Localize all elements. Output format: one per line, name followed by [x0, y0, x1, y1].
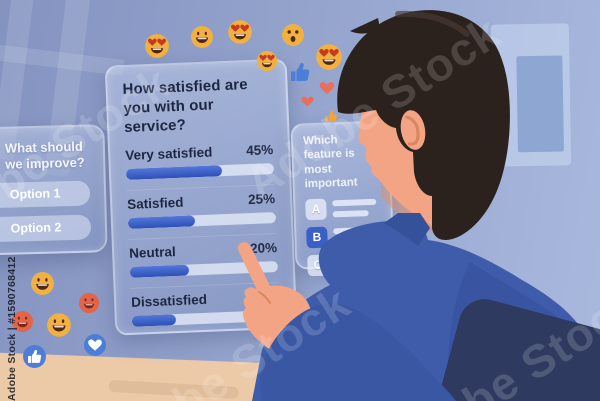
desk-shadow-stripe [108, 379, 239, 400]
feature-survey-panel: Which feature is most important A B C [290, 120, 395, 276]
grin-emoji [190, 25, 214, 49]
improve-option-2-button[interactable]: Option 2 [0, 214, 92, 242]
red-grin-emoji [11, 310, 34, 333]
option-text-lines [334, 254, 379, 273]
placeholder-line [333, 237, 370, 245]
option-letter-tile-a[interactable]: A [305, 198, 327, 220]
heart-icon [318, 79, 336, 97]
survey-row-very-satisfied[interactable]: Very satisfied 45% [124, 141, 275, 180]
answer-percent: 45% [245, 141, 274, 158]
grin-emoji [30, 271, 55, 296]
progress-bar[interactable] [127, 211, 277, 229]
feature-option-b[interactable]: B [306, 224, 382, 248]
placeholder-line [334, 254, 379, 262]
answer-label: Satisfied [126, 194, 184, 212]
answer-label: Dissatisfied [130, 291, 208, 310]
thumbs-up-icon [341, 92, 357, 108]
thumbs-up-icon [324, 109, 338, 123]
placeholder-line [332, 209, 369, 217]
progress-bar-fill [129, 264, 190, 278]
answer-percent: 20% [249, 239, 278, 256]
satisfaction-survey-panel: How satisfied are you with our service? … [104, 58, 298, 336]
progress-bar-fill [125, 164, 223, 180]
red-grin-emoji [78, 292, 100, 314]
answer-percent: 25% [247, 190, 276, 207]
progress-bar[interactable] [129, 260, 279, 278]
option-text-lines [333, 226, 378, 245]
progress-bar[interactable] [131, 309, 281, 327]
wall-picture-frame [490, 23, 572, 167]
feature-survey-heading: Which feature is most important [302, 134, 358, 191]
improve-option-1-button[interactable]: Option 1 [0, 180, 91, 208]
option-text-lines [332, 198, 377, 217]
improve-survey-panel: What should we improve? Option 1 Option … [0, 124, 108, 256]
improve-survey-heading: What should we improve? [4, 138, 85, 173]
thumbs-up-badge-icon [22, 344, 47, 369]
option-letter-tile-c[interactable]: C [307, 254, 329, 276]
desk [0, 352, 600, 401]
hair-quiff [350, 18, 380, 34]
answer-label: Very satisfied [124, 144, 213, 163]
heart-icon [300, 94, 315, 109]
heart-eyes-emoji [256, 50, 278, 72]
survey-row-satisfied[interactable]: Satisfied 25% [126, 183, 277, 229]
feature-option-a[interactable]: A [305, 196, 381, 220]
ear [400, 110, 426, 150]
progress-bar-fill [131, 313, 177, 327]
placeholder-line [333, 226, 378, 234]
hair-highlight [395, 10, 470, 37]
progress-bar[interactable] [125, 162, 275, 180]
wall-picture-frame-inner [516, 55, 564, 153]
ear-inner [405, 115, 420, 146]
thumbs-up-icon [289, 61, 311, 83]
heart-eyes-emoji [227, 19, 253, 45]
feature-option-c[interactable]: C [307, 252, 383, 276]
grin-emoji [46, 312, 72, 338]
astonished-emoji [281, 23, 305, 47]
satisfaction-heading: How satisfied are you with our service? [122, 76, 248, 137]
option-letter-tile-b[interactable]: B [306, 226, 328, 248]
placeholder-line [332, 198, 377, 206]
eyebrow [360, 96, 378, 103]
survey-row-dissatisfied[interactable]: Dissatisfied [130, 281, 281, 327]
heart-badge-icon [83, 333, 107, 357]
heart-eyes-emoji [144, 33, 170, 59]
heart-eyes-emoji [315, 43, 343, 71]
answer-label: Neutral [128, 243, 176, 261]
placeholder-line [334, 265, 371, 273]
survey-row-neutral[interactable]: Neutral 20% [128, 232, 279, 278]
progress-bar-fill [127, 214, 195, 229]
